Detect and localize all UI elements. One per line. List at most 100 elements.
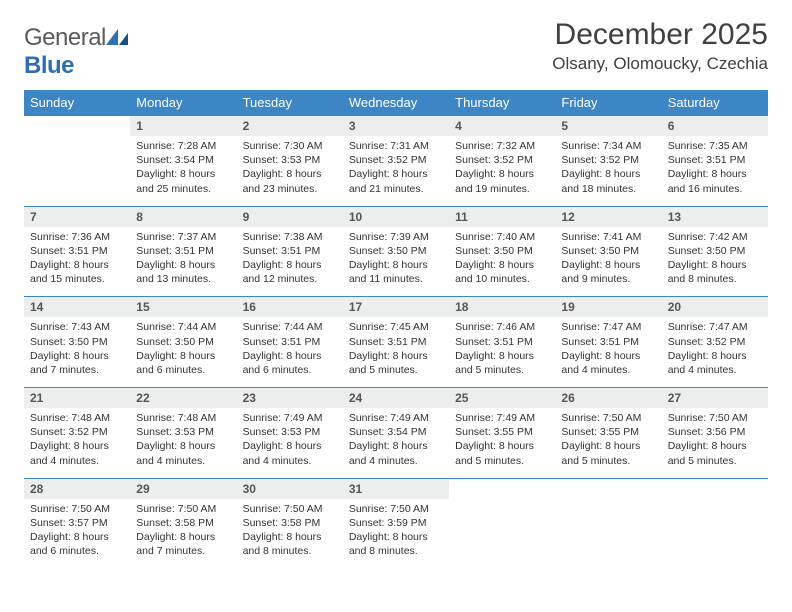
- sail-icon: [106, 29, 128, 45]
- day-data-cell: Sunrise: 7:47 AMSunset: 3:51 PMDaylight:…: [555, 317, 661, 387]
- daynum-row: 21222324252627: [24, 388, 768, 409]
- header: GeneralBlue December 2025 Olsany, Olomou…: [24, 18, 768, 80]
- sunrise-text: Sunrise: 7:49 AM: [349, 411, 443, 425]
- day-data-cell: Sunrise: 7:50 AMSunset: 3:58 PMDaylight:…: [130, 499, 236, 569]
- daylight-text: Daylight: 8 hours: [349, 439, 443, 453]
- day-data-cell: Sunrise: 7:49 AMSunset: 3:53 PMDaylight:…: [237, 408, 343, 478]
- daylight-text: and 25 minutes.: [136, 182, 230, 196]
- daylight-text: Daylight: 8 hours: [30, 349, 124, 363]
- daylight-text: Daylight: 8 hours: [668, 258, 762, 272]
- day-number-cell: 14: [24, 297, 130, 318]
- data-row: Sunrise: 7:28 AMSunset: 3:54 PMDaylight:…: [24, 136, 768, 206]
- day-data-cell: Sunrise: 7:40 AMSunset: 3:50 PMDaylight:…: [449, 227, 555, 297]
- daylight-text: and 8 minutes.: [668, 272, 762, 286]
- day-data-cell: Sunrise: 7:45 AMSunset: 3:51 PMDaylight:…: [343, 317, 449, 387]
- day-data-cell: Sunrise: 7:49 AMSunset: 3:55 PMDaylight:…: [449, 408, 555, 478]
- daylight-text: and 4 minutes.: [136, 454, 230, 468]
- day-data-cell: Sunrise: 7:50 AMSunset: 3:57 PMDaylight:…: [24, 499, 130, 569]
- sunrise-text: Sunrise: 7:48 AM: [136, 411, 230, 425]
- weekday-header: Wednesday: [343, 90, 449, 116]
- daynum-row: 123456: [24, 116, 768, 137]
- day-number-cell: 4: [449, 116, 555, 137]
- sunrise-text: Sunrise: 7:35 AM: [668, 139, 762, 153]
- daylight-text: and 19 minutes.: [455, 182, 549, 196]
- daylight-text: and 12 minutes.: [243, 272, 337, 286]
- sunset-text: Sunset: 3:52 PM: [668, 335, 762, 349]
- daylight-text: and 5 minutes.: [455, 363, 549, 377]
- day-data-cell: Sunrise: 7:49 AMSunset: 3:54 PMDaylight:…: [343, 408, 449, 478]
- sunrise-text: Sunrise: 7:50 AM: [561, 411, 655, 425]
- sunrise-text: Sunrise: 7:47 AM: [668, 320, 762, 334]
- daylight-text: and 13 minutes.: [136, 272, 230, 286]
- sunrise-text: Sunrise: 7:46 AM: [455, 320, 549, 334]
- day-number-cell: 15: [130, 297, 236, 318]
- day-number-cell: 29: [130, 478, 236, 499]
- weekday-header: Thursday: [449, 90, 555, 116]
- daylight-text: Daylight: 8 hours: [136, 439, 230, 453]
- day-number-cell: [555, 478, 661, 499]
- daylight-text: Daylight: 8 hours: [455, 258, 549, 272]
- day-data-cell: [555, 499, 661, 569]
- sunset-text: Sunset: 3:51 PM: [561, 335, 655, 349]
- day-data-cell: [449, 499, 555, 569]
- title-block: December 2025 Olsany, Olomoucky, Czechia: [552, 18, 768, 74]
- daylight-text: Daylight: 8 hours: [561, 258, 655, 272]
- daynum-row: 78910111213: [24, 206, 768, 227]
- daylight-text: and 6 minutes.: [30, 544, 124, 558]
- sunrise-text: Sunrise: 7:31 AM: [349, 139, 443, 153]
- day-number-cell: [662, 478, 768, 499]
- daylight-text: Daylight: 8 hours: [243, 349, 337, 363]
- daylight-text: Daylight: 8 hours: [561, 349, 655, 363]
- calendar-table: Sunday Monday Tuesday Wednesday Thursday…: [24, 90, 768, 568]
- day-data-cell: [662, 499, 768, 569]
- sunrise-text: Sunrise: 7:38 AM: [243, 230, 337, 244]
- daylight-text: and 5 minutes.: [561, 454, 655, 468]
- daylight-text: and 7 minutes.: [30, 363, 124, 377]
- sunrise-text: Sunrise: 7:41 AM: [561, 230, 655, 244]
- daylight-text: and 7 minutes.: [136, 544, 230, 558]
- daylight-text: and 21 minutes.: [349, 182, 443, 196]
- sunrise-text: Sunrise: 7:43 AM: [30, 320, 124, 334]
- brand-name-part2: Blue: [24, 52, 74, 79]
- daylight-text: Daylight: 8 hours: [243, 439, 337, 453]
- sunset-text: Sunset: 3:51 PM: [349, 335, 443, 349]
- day-data-cell: Sunrise: 7:43 AMSunset: 3:50 PMDaylight:…: [24, 317, 130, 387]
- sunset-text: Sunset: 3:51 PM: [136, 244, 230, 258]
- day-data-cell: Sunrise: 7:28 AMSunset: 3:54 PMDaylight:…: [130, 136, 236, 206]
- sunrise-text: Sunrise: 7:48 AM: [30, 411, 124, 425]
- day-number-cell: 11: [449, 206, 555, 227]
- sunrise-text: Sunrise: 7:50 AM: [349, 502, 443, 516]
- daylight-text: Daylight: 8 hours: [668, 439, 762, 453]
- daylight-text: Daylight: 8 hours: [668, 349, 762, 363]
- sunset-text: Sunset: 3:50 PM: [136, 335, 230, 349]
- sunset-text: Sunset: 3:54 PM: [136, 153, 230, 167]
- brand-logo: GeneralBlue: [24, 24, 128, 80]
- daylight-text: and 6 minutes.: [243, 363, 337, 377]
- sunrise-text: Sunrise: 7:44 AM: [136, 320, 230, 334]
- daylight-text: and 5 minutes.: [349, 363, 443, 377]
- day-number-cell: 20: [662, 297, 768, 318]
- day-number-cell: 6: [662, 116, 768, 137]
- day-number-cell: 19: [555, 297, 661, 318]
- calendar-page: GeneralBlue December 2025 Olsany, Olomou…: [0, 0, 792, 612]
- daylight-text: and 4 minutes.: [243, 454, 337, 468]
- daylight-text: Daylight: 8 hours: [455, 349, 549, 363]
- sunset-text: Sunset: 3:50 PM: [668, 244, 762, 258]
- day-data-cell: Sunrise: 7:38 AMSunset: 3:51 PMDaylight:…: [237, 227, 343, 297]
- weekday-header: Saturday: [662, 90, 768, 116]
- daylight-text: and 8 minutes.: [243, 544, 337, 558]
- weekday-header: Monday: [130, 90, 236, 116]
- day-data-cell: Sunrise: 7:44 AMSunset: 3:51 PMDaylight:…: [237, 317, 343, 387]
- daylight-text: Daylight: 8 hours: [349, 530, 443, 544]
- day-number-cell: 28: [24, 478, 130, 499]
- sunset-text: Sunset: 3:50 PM: [455, 244, 549, 258]
- sunset-text: Sunset: 3:51 PM: [668, 153, 762, 167]
- location-subtitle: Olsany, Olomoucky, Czechia: [552, 54, 768, 74]
- sunset-text: Sunset: 3:52 PM: [349, 153, 443, 167]
- sunrise-text: Sunrise: 7:34 AM: [561, 139, 655, 153]
- sunset-text: Sunset: 3:55 PM: [455, 425, 549, 439]
- sunrise-text: Sunrise: 7:39 AM: [349, 230, 443, 244]
- daylight-text: and 9 minutes.: [561, 272, 655, 286]
- day-number-cell: 23: [237, 388, 343, 409]
- sunset-text: Sunset: 3:51 PM: [243, 335, 337, 349]
